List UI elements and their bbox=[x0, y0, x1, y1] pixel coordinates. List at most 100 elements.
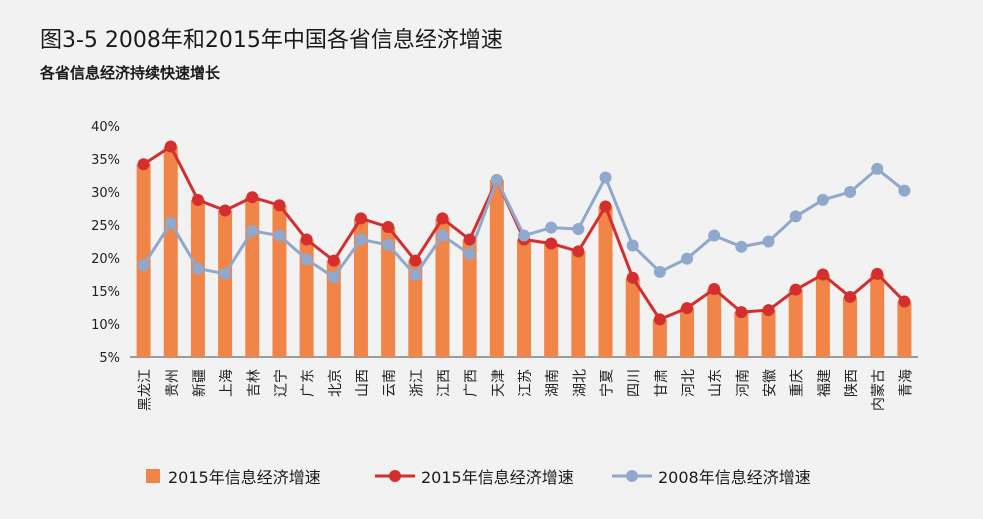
y-tick-label: 5% bbox=[99, 351, 120, 366]
x-tick-label: 云南 bbox=[382, 369, 398, 397]
x-tick-label: 陕西 bbox=[844, 369, 860, 397]
point-2008 bbox=[164, 217, 177, 230]
point-2015 bbox=[626, 271, 639, 284]
point-2008 bbox=[572, 222, 585, 235]
bar-2015 bbox=[870, 273, 885, 357]
point-2015 bbox=[816, 268, 829, 281]
point-2008 bbox=[490, 174, 503, 187]
x-tick-label: 辽宁 bbox=[272, 369, 289, 397]
point-2008 bbox=[681, 252, 694, 265]
x-tick-label: 四川 bbox=[627, 369, 643, 397]
point-2015 bbox=[436, 212, 449, 225]
bar-2015 bbox=[571, 251, 586, 357]
point-2015 bbox=[545, 237, 558, 250]
bar-2015 bbox=[462, 239, 477, 357]
bar-2015 bbox=[734, 312, 749, 357]
x-tick-label: 内蒙古 bbox=[871, 369, 887, 411]
point-2015 bbox=[708, 283, 721, 296]
x-tick-label: 吉林 bbox=[246, 369, 262, 397]
x-tick-label: 江西 bbox=[436, 369, 452, 397]
point-2008 bbox=[626, 239, 639, 252]
point-2015 bbox=[844, 290, 857, 303]
x-tick-label: 广东 bbox=[301, 369, 317, 397]
point-2008 bbox=[871, 162, 884, 175]
bar-2015 bbox=[843, 296, 858, 357]
point-2008 bbox=[436, 229, 449, 242]
point-2008 bbox=[762, 235, 775, 248]
y-tick-label: 15% bbox=[91, 285, 120, 300]
point-2008 bbox=[518, 229, 530, 242]
point-2015 bbox=[599, 200, 612, 213]
y-tick-label: 20% bbox=[91, 252, 120, 267]
bar-2015 bbox=[544, 243, 559, 357]
point-2008 bbox=[708, 229, 721, 242]
point-2008 bbox=[599, 171, 612, 184]
point-2008 bbox=[354, 233, 367, 246]
y-tick-label: 40% bbox=[91, 120, 120, 135]
x-tick-label: 广西 bbox=[464, 369, 480, 397]
x-tick-label: 湖南 bbox=[545, 369, 561, 397]
point-2008 bbox=[653, 265, 666, 278]
legend-line-2015-swatch bbox=[375, 470, 415, 482]
bar-2015 bbox=[381, 226, 396, 357]
legend-bar-swatch bbox=[146, 469, 160, 483]
legend-label-line-2015: 2015年信息经济增速 bbox=[421, 468, 574, 487]
x-tick-label: 北京 bbox=[328, 369, 344, 397]
x-tick-label: 黑龙江 bbox=[138, 369, 154, 411]
legend-item-line-2015: 2015年信息经济增速 bbox=[375, 462, 574, 490]
point-2008 bbox=[545, 221, 558, 234]
bar-2015 bbox=[218, 210, 233, 357]
point-2015 bbox=[327, 254, 340, 267]
point-2008 bbox=[844, 186, 857, 198]
point-2008 bbox=[219, 267, 232, 280]
point-2015 bbox=[681, 302, 694, 315]
chart-title: 图3-5 2008年和2015年中国各省信息经济增速 bbox=[40, 28, 503, 53]
point-2015 bbox=[300, 233, 313, 246]
x-tick-label: 重庆 bbox=[790, 369, 806, 397]
bar-2015 bbox=[326, 260, 341, 357]
point-2008 bbox=[735, 240, 748, 253]
x-tick-label: 湖北 bbox=[572, 369, 588, 397]
x-tick-label: 新疆 bbox=[192, 369, 208, 397]
legend-label-line-2008: 2008年信息经济增速 bbox=[658, 468, 811, 487]
point-2008 bbox=[327, 271, 340, 284]
x-tick-label: 甘肃 bbox=[654, 369, 670, 397]
x-tick-label: 江苏 bbox=[518, 369, 534, 397]
legend-item-bar-2015: 2015年信息经济增速 bbox=[146, 462, 321, 490]
legend-label-bar-2015: 2015年信息经济增速 bbox=[168, 468, 321, 487]
x-tick-label: 浙江 bbox=[409, 369, 425, 397]
point-2015 bbox=[273, 199, 286, 212]
bar-2015 bbox=[707, 289, 722, 357]
x-tick-label: 上海 bbox=[219, 369, 235, 397]
bar-2015 bbox=[489, 180, 504, 357]
legend-item-line-2008: 2008年信息经济增速 bbox=[612, 462, 811, 490]
bar-2015 bbox=[245, 197, 260, 357]
y-tick-label: 35% bbox=[91, 153, 120, 168]
bar-2015 bbox=[517, 239, 531, 357]
x-tick-label: 山西 bbox=[355, 369, 371, 397]
point-2015 bbox=[653, 313, 666, 326]
point-2015 bbox=[409, 254, 422, 267]
y-tick-label: 25% bbox=[91, 219, 120, 234]
bar-2015 bbox=[761, 310, 776, 357]
bar-2015 bbox=[897, 301, 912, 357]
chart-subtitle: 各省信息经济持续快速增长 bbox=[40, 64, 221, 82]
bar-2015 bbox=[680, 308, 695, 357]
point-2008 bbox=[816, 193, 829, 206]
point-2008 bbox=[191, 262, 204, 275]
y-tick-label: 10% bbox=[91, 318, 120, 333]
point-2008 bbox=[273, 229, 286, 242]
point-2015 bbox=[898, 295, 911, 308]
bar-2015 bbox=[272, 205, 287, 357]
point-2008 bbox=[382, 238, 395, 251]
point-2015 bbox=[382, 220, 395, 233]
bar-2015 bbox=[652, 319, 667, 357]
bar-2015 bbox=[299, 239, 314, 357]
bar-2015 bbox=[435, 218, 450, 357]
point-2008 bbox=[300, 253, 313, 266]
legend: 2015年信息经济增速 2015年信息经济增速 2008年信息经济增速 bbox=[0, 462, 983, 490]
x-tick-label: 安徽 bbox=[763, 369, 779, 397]
point-2015 bbox=[137, 158, 150, 171]
x-tick-label: 宁夏 bbox=[599, 369, 616, 397]
legend-line-2008-swatch bbox=[612, 470, 652, 482]
